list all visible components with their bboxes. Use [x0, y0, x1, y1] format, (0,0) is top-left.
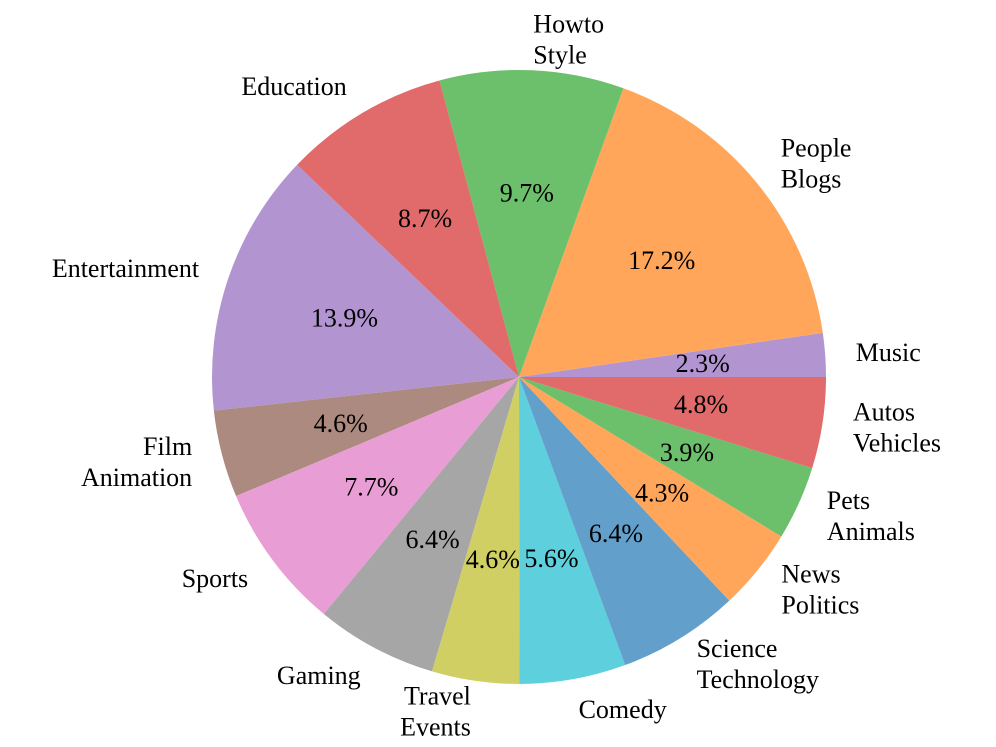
pie-category-label: Pets Animals: [827, 486, 915, 546]
pie-category-label: Gaming: [277, 661, 361, 690]
pie-category-label: Science Technology: [697, 634, 819, 694]
pie-category-label: Travel Events: [400, 681, 471, 741]
pie-percent-label: 13.9%: [311, 303, 378, 332]
pie-category-label: Music: [856, 338, 921, 367]
pie-slice-comedy: [519, 377, 626, 684]
pie-percent-label: 7.7%: [344, 473, 398, 502]
pie-slice-autos-vehicles: [519, 377, 826, 469]
pie-percent-label: 6.4%: [406, 525, 460, 554]
pie-slice-music: [519, 332, 826, 377]
pie-percent-label: 4.8%: [674, 390, 728, 419]
pie-percent-label: 4.6%: [466, 545, 520, 574]
pie-category-label: Education: [241, 72, 346, 101]
pie-slice-howto-style: [439, 69, 624, 377]
pie-category-label: News Politics: [781, 560, 859, 620]
pie-slice-gaming: [323, 377, 519, 672]
pie-percent-label: 2.3%: [676, 349, 730, 378]
pie-slice-science-technology: [519, 377, 730, 666]
pie-slice-news-politics: [519, 377, 782, 601]
pie-category-label: Comedy: [579, 695, 667, 724]
pie-slice-education: [297, 80, 519, 377]
pie-category-label: Howto Style: [533, 10, 604, 70]
pie-slice-film-animation: [213, 377, 519, 497]
pie-percent-label: 17.2%: [628, 246, 695, 275]
pie-percent-label: 5.6%: [524, 544, 578, 573]
pie-percent-label: 4.6%: [314, 409, 368, 438]
pie-slice-travel-events: [432, 377, 520, 685]
pie-slice-entertainment: [212, 164, 520, 411]
pie-category-label: People Blogs: [781, 134, 852, 194]
pie-percent-label: 8.7%: [398, 204, 452, 233]
pie-category-label: Sports: [182, 564, 248, 593]
pie-percent-labels: 2.3%17.2%9.7%8.7%13.9%4.6%7.7%6.4%4.6% 5.…: [311, 179, 730, 574]
pie-category-label: Entertainment: [52, 254, 200, 283]
pie-percent-label: 4.3%: [635, 479, 689, 508]
pie-percent-label: 6.4%: [589, 519, 643, 548]
pie-slice-people-blogs: [519, 88, 823, 377]
pie-category-labels: Music People Blogs Howto Style Education Enter…: [52, 10, 941, 742]
pie-slice-sports: [236, 377, 519, 614]
pie-slice-pets-animals: [519, 377, 813, 537]
pie-percent-label: 3.9%: [660, 438, 714, 467]
pie-category-label: Film Animation: [81, 432, 192, 492]
pie-percent-label: 9.7%: [500, 179, 554, 208]
pie-category-label: Autos Vehicles: [853, 398, 941, 458]
pie-slices: [212, 69, 826, 685]
